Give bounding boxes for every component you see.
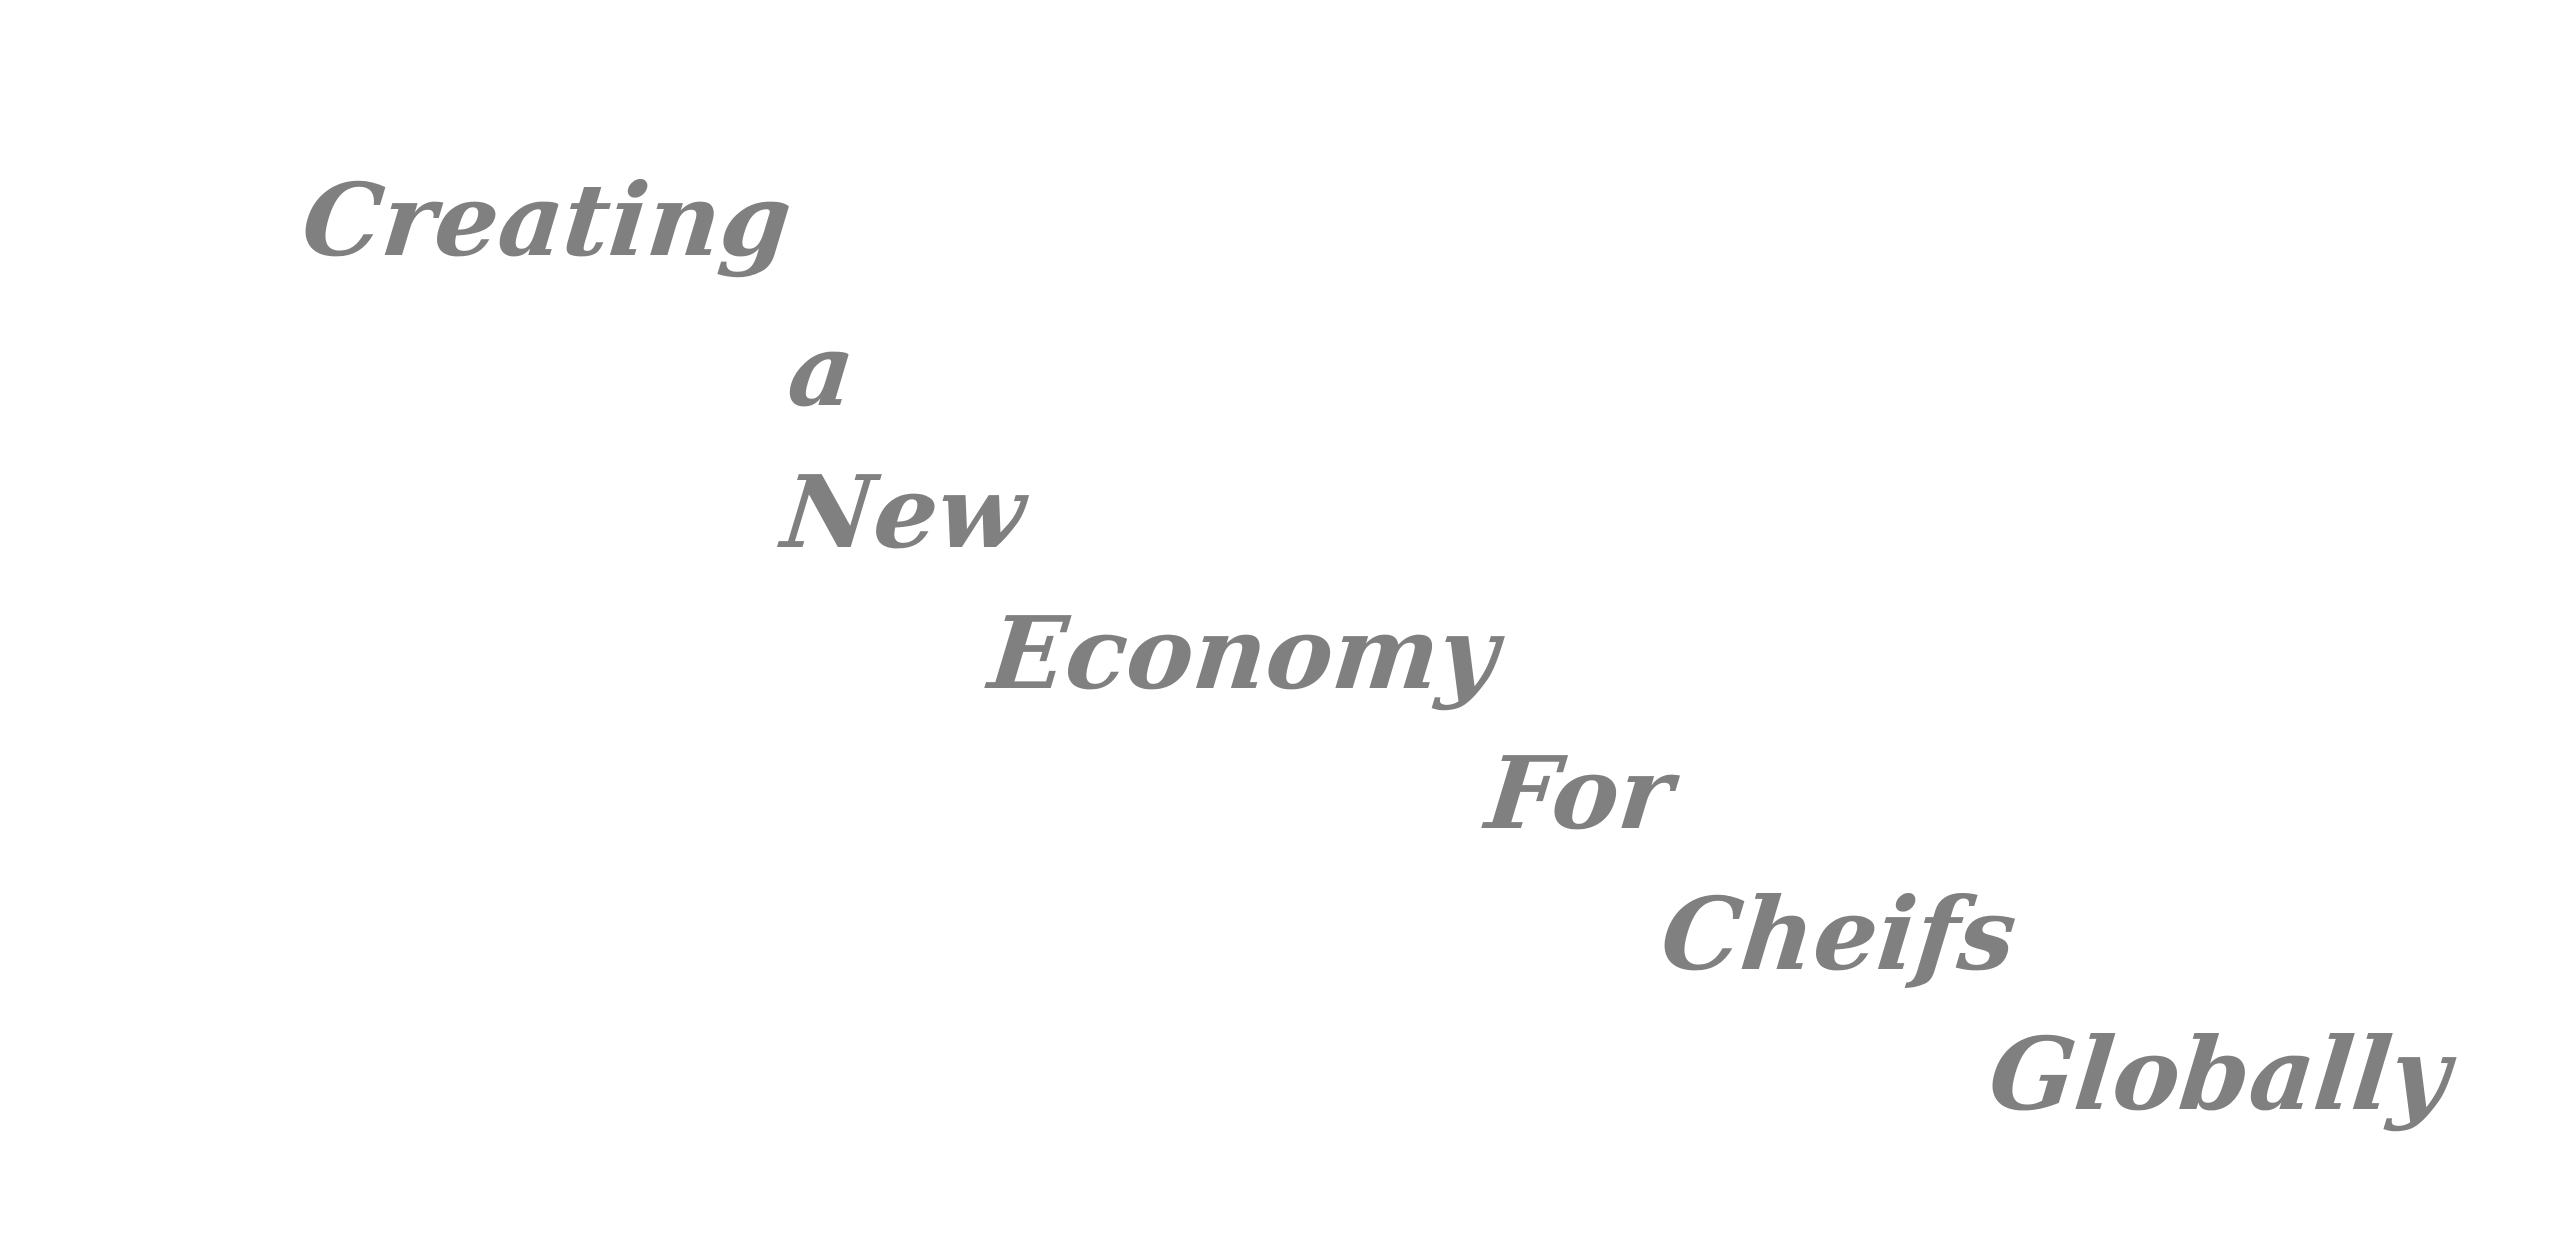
slogan-word-cheifs: Cheifs (1656, 875, 2022, 993)
slogan-word-economy: Economy (984, 594, 1504, 712)
slogan-word-creating: Creating (297, 161, 797, 279)
slogan-word-globally: Globally (1984, 1015, 2456, 1133)
slogan-word-a: a (783, 311, 861, 429)
slogan-word-for: For (1481, 734, 1679, 852)
slogan-word-new: New (777, 453, 1031, 571)
